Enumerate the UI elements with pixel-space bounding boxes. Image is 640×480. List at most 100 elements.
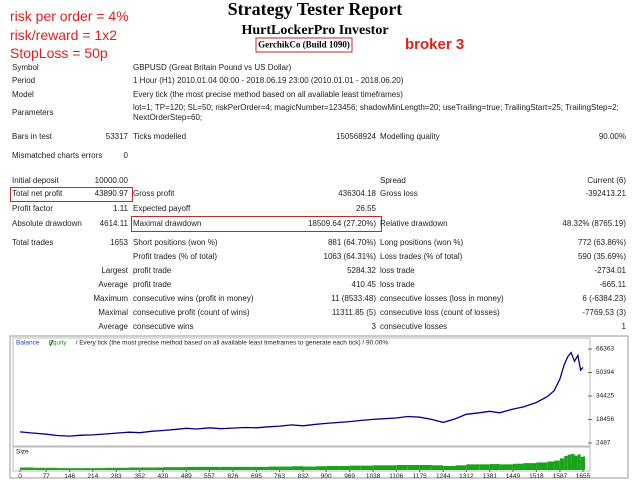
row-label: Long positions (won %) [380,238,464,247]
row-label: Largest [101,266,128,275]
legend-entry: Equity [49,340,68,347]
row-label: Bars in test [12,132,53,141]
highlight-box [10,187,133,202]
x-tick-label: 1449 [506,473,521,480]
y-tick-label: 50394 [596,369,614,376]
annotation: StopLoss = 50p [10,45,108,61]
row-value: 11 (8533.48) [331,294,376,303]
row-label: Loss trades (% of total) [380,252,463,261]
expert-name: HurtLockerPro Investor [241,23,388,38]
size-bar [564,455,568,470]
row-label: Profit trades (% of total) [133,252,218,261]
row-value: 4614.11 [99,219,128,228]
row-label: Symbol [12,63,39,72]
balance-line [19,351,584,437]
size-bar [536,462,548,470]
x-tick-label: 1106 [389,473,403,480]
row-value: 881 (64.70%) [327,238,376,247]
row-value: Every tick (the most precise method base… [133,90,403,99]
annotation: risk per order = 4% [10,8,129,24]
row-label: Relative drawdown [380,219,448,228]
row-value: 18509.64 (27.20%) [307,219,376,228]
size-bar [559,458,565,470]
size-bar [46,467,58,470]
size-bar [396,464,408,470]
row-value: 1653 [110,238,128,247]
row-label: consecutive wins [133,322,194,331]
row-label: Profit factor [12,204,53,213]
size-bar [209,466,221,470]
size-bar [33,467,47,470]
x-tick-label: 352 [134,473,145,480]
x-tick-label: 1587 [553,473,568,480]
x-tick-label: 763 [274,473,285,480]
broker-note: broker 3 [405,36,464,53]
row-label: Maximum [93,294,128,303]
build-box [255,37,353,53]
x-tick-label: 626 [228,473,239,480]
size-bar [523,463,537,470]
row-label: Mismatched charts errors [12,151,103,160]
size-bar [349,465,361,470]
size-bar [512,463,524,470]
x-tick-label: 969 [344,473,355,480]
row-label: loss trade [380,280,415,289]
size-bar [69,468,82,470]
row-label: Total net profit [12,189,63,198]
size-bar [419,464,432,470]
legend-separator [49,339,54,347]
row-value: 10000.00 [94,176,128,185]
highlight-box [131,216,382,232]
row-value: 436304.18 [338,189,376,198]
row-value: 1 Hour (H1) 2010.01.04 00:00 - 2018.06.1… [133,76,404,85]
row-value: 772 (63.86%) [577,238,626,247]
size-bar [567,454,572,470]
row-label: Period [12,76,36,85]
row-label: Modelling quality [380,132,440,141]
row-value: 1 [621,322,626,331]
size-bar [360,465,374,470]
size-bar [196,466,210,470]
row-label: consecutive loss (count of losses) [380,308,500,317]
size-bar [244,466,257,470]
row-value: 11311.85 (5) [331,308,376,317]
size-bar [554,460,560,470]
row-value: -392413.21 [585,189,626,198]
row-value: 90.00% [598,132,626,141]
x-tick-label: 1312 [459,473,474,480]
row-label: profit trade [133,266,172,275]
size-bar [574,455,578,470]
size-bar [339,465,350,470]
x-tick-label: 557 [204,473,215,480]
row-value: 0 [123,151,128,160]
row-label: Spread [380,176,406,185]
y-tick-label: 66363 [596,346,614,353]
row-value: lot=1; TP=120; SL=50; riskPerOrder=4; ma… [133,103,619,122]
row-value: 43890.97 [94,189,128,198]
size-bar [571,454,575,470]
x-tick-label: 695 [251,473,262,480]
size-bar [577,454,581,470]
size-label: Size [16,449,29,456]
size-bar [443,465,456,470]
row-label: profit trade [133,280,172,289]
x-tick-label: 489 [181,473,192,480]
x-tick-label: 1244 [436,473,451,480]
x-tick-label: 1175 [413,473,427,480]
size-bar [479,464,490,470]
row-label: Gross profit [133,189,175,198]
row-label: Total trades [12,238,54,247]
size-bar [580,456,583,470]
y-tick-label: 18456 [596,416,614,423]
size-bar [373,465,384,470]
row-value: 48.32% (8765.19) [562,219,626,228]
row-value: 3 [371,322,376,331]
row-label: Ticks modelled [133,132,187,141]
x-tick-label: 1655 [576,473,591,480]
row-label: Average [98,322,128,331]
size-bar [279,466,293,470]
row-label: Absolute drawdown [12,219,82,228]
row-label: Short positions (won %) [133,238,218,247]
size-bar [326,465,340,470]
